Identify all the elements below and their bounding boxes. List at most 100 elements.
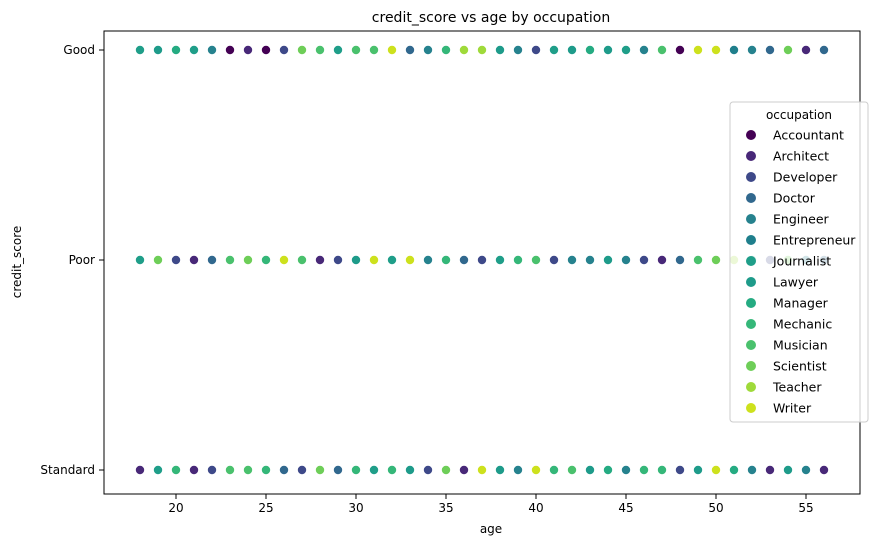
data-point — [152, 45, 163, 56]
data-point — [675, 464, 686, 475]
x-tick-label: 55 — [798, 501, 813, 515]
data-point — [458, 464, 469, 475]
data-point — [404, 464, 415, 475]
data-point — [693, 464, 704, 475]
data-point — [621, 464, 632, 475]
legend-marker — [746, 151, 756, 161]
legend-label: Accountant — [773, 128, 844, 143]
legend-label: Journalist — [772, 254, 831, 269]
data-point — [386, 254, 397, 265]
legend-label: Scientist — [773, 359, 827, 374]
data-point — [314, 45, 325, 56]
legend-label: Entrepreneur — [773, 233, 856, 248]
x-tick-label: 20 — [168, 501, 183, 515]
legend-marker — [746, 382, 756, 392]
y-axis-label: credit_score — [10, 226, 24, 299]
data-point — [386, 45, 397, 56]
data-point — [242, 45, 253, 56]
x-tick-label: 50 — [708, 501, 723, 515]
x-tick-label: 35 — [438, 501, 453, 515]
legend-marker — [746, 277, 756, 287]
legend-marker — [746, 130, 756, 140]
data-point — [476, 45, 487, 56]
data-point — [350, 254, 361, 265]
data-point — [657, 464, 668, 475]
data-point — [476, 254, 487, 265]
data-point — [494, 464, 505, 475]
data-point — [657, 45, 668, 56]
legend-label: Lawyer — [773, 275, 819, 290]
data-point — [531, 45, 542, 56]
legend-marker — [746, 214, 756, 224]
data-point — [206, 45, 217, 56]
y-tick-label: Poor — [69, 253, 95, 267]
legend-entries: Accountant Architect Developer Doctor Engine… — [746, 128, 856, 416]
data-point — [567, 464, 578, 475]
data-point — [314, 254, 325, 265]
legend-marker — [746, 319, 756, 329]
data-points — [134, 45, 830, 475]
legend-marker — [746, 361, 756, 371]
data-point — [422, 464, 433, 475]
data-point — [567, 254, 578, 265]
data-point — [242, 464, 253, 475]
legend-frame — [729, 101, 869, 423]
data-point — [711, 45, 722, 56]
x-tick-label: 30 — [348, 501, 363, 515]
data-point — [332, 254, 343, 265]
data-point — [494, 45, 505, 56]
x-tick-label: 45 — [618, 501, 633, 515]
legend-marker — [746, 298, 756, 308]
data-point — [585, 254, 596, 265]
data-point — [206, 254, 217, 265]
legend-marker — [746, 340, 756, 350]
data-point — [350, 45, 361, 56]
data-point — [585, 464, 596, 475]
y-tick-label: Standard — [40, 463, 95, 477]
data-point — [549, 254, 560, 265]
data-point — [404, 254, 415, 265]
data-point — [693, 254, 704, 265]
data-point — [224, 45, 235, 56]
data-point — [440, 45, 451, 56]
legend-label: Architect — [773, 149, 829, 164]
legend-label: Mechanic — [773, 317, 832, 332]
x-tick-label: 25 — [258, 501, 273, 515]
data-point — [260, 45, 271, 56]
data-point — [747, 45, 758, 56]
data-point — [260, 254, 271, 265]
data-point — [206, 464, 217, 475]
data-point — [621, 45, 632, 56]
legend-label: Manager — [773, 296, 829, 311]
legend-title: occupation — [766, 108, 832, 122]
data-point — [224, 254, 235, 265]
data-point — [765, 464, 776, 475]
legend-label: Musician — [773, 338, 828, 353]
data-point — [819, 464, 830, 475]
data-point — [783, 45, 794, 56]
data-point — [152, 254, 163, 265]
data-point — [458, 45, 469, 56]
data-point — [639, 464, 650, 475]
data-point — [170, 45, 181, 56]
data-point — [278, 45, 289, 56]
data-point — [513, 254, 524, 265]
data-point — [711, 254, 722, 265]
data-point — [278, 464, 289, 475]
legend: occupation Accountant Architect Developer D… — [729, 101, 869, 423]
x-tick-label: 40 — [528, 501, 543, 515]
data-point — [188, 464, 199, 475]
data-point — [693, 45, 704, 56]
data-point — [567, 45, 578, 56]
data-point — [513, 464, 524, 475]
legend-marker — [746, 172, 756, 182]
data-point — [314, 464, 325, 475]
x-axis-ticks: 20 25 30 35 40 45 50 55 — [168, 494, 814, 515]
data-point — [332, 45, 343, 56]
data-point — [513, 45, 524, 56]
data-point — [296, 464, 307, 475]
data-point — [152, 464, 163, 475]
data-point — [440, 254, 451, 265]
data-point — [422, 254, 433, 265]
data-point — [639, 254, 650, 265]
